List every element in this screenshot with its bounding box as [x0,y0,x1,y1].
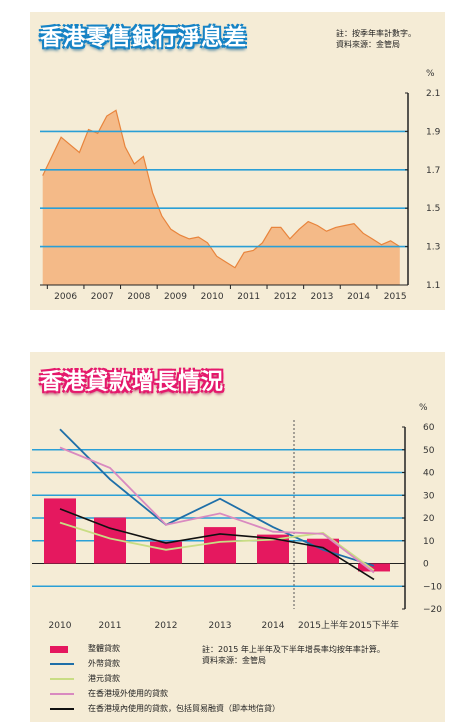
line-outside-hk [59,446,375,574]
net-interest-margin-panel: 香港零售銀行淨息差 註：按季年率計數字。 資料來源：金管局 2.1 1.9 1.7 1… [30,12,445,310]
chart2-note-line: 註：2015 年上半年及下半年增長率均按年率計算。 [202,645,385,654]
chart2-title: 香港貸款增長情況 [40,370,225,395]
x-tick-label: 2010 [201,292,224,302]
x-tick-label: 2014 [347,292,370,302]
y-tick-label: 50 [423,446,435,456]
legend-label: 在香港境外使用的貸款 [88,689,168,698]
chart1-note: 註：按季年率計數字。 資料來源：金管局 [336,28,416,50]
chart1-title: 香港零售銀行淨息差 [40,26,248,51]
x-tick-label: 2013 [310,292,333,302]
y-tick-label: 0 [423,560,429,570]
x-tick-label: 2013 [209,621,232,631]
x-tick-label: 2007 [91,292,114,302]
legend-label: 整體貸款 [88,644,120,653]
y-tick-label: 2.1 [426,89,440,99]
loan-growth-panel: 香港貸款增長情況 60 50 40 30 20 10 0 −10 −20% 2010 2011 201… [30,352,445,722]
nim-area [42,110,400,285]
line-inside-hk [59,508,375,581]
y-tick-label: 20 [423,514,435,524]
bar-total-loans [204,527,236,564]
y-tick-label: 60 [423,423,435,433]
y-tick-label: 1.3 [426,243,440,253]
y-tick-label: 1.1 [426,281,440,291]
chart2-source-line: 資料來源：金管局 [202,656,266,665]
x-tick-label: 2010 [49,621,72,631]
line-hkd [59,521,375,572]
net-interest-margin-chart: 2.1 1.9 1.7 1.5 1.3 1.1% 2006 2007 2008 2009 2010 2… [40,69,441,302]
x-tick-label: 2014 [262,621,285,631]
x-tick-label: 2012 [274,292,297,302]
x-tick-label: 2011 [99,621,122,631]
y-tick-label: 30 [423,491,435,501]
legend-label: 在香港境內使用的貸款，包括貿易融資（即本地信貸） [88,704,280,713]
legend-swatch [50,663,74,665]
y-tick-label: 10 [423,537,435,547]
chart1-source-line: 資料來源：金管局 [336,40,400,49]
chart1-note-line: 註：按季年率計數字。 [336,29,416,38]
y-unit-label: % [419,403,428,413]
legend-swatch [50,678,74,680]
x-tick-label: 2015下半年 [349,619,399,631]
nim-line [42,109,401,269]
x-tick-label: 2011 [237,292,260,302]
legend-swatch [50,708,74,710]
bar-total-loans [44,498,76,564]
y-tick-label: −20 [423,605,442,615]
x-tick-label: 2006 [54,292,77,302]
y-tick-label: −10 [423,582,442,592]
bar-total-loans [150,541,182,564]
x-tick-label: 2012 [155,621,178,631]
x-tick-label: 2008 [127,292,150,302]
y-unit-label: % [426,69,435,79]
y-tick-label: 40 [423,469,435,479]
legend-swatch [50,646,68,653]
legend-swatch [50,693,74,695]
y-tick-label: 1.5 [426,204,440,214]
x-tick-label: 2015 [384,292,407,302]
bar-total-loans [358,563,390,572]
chart2-note: 註：2015 年上半年及下半年增長率均按年率計算。 資料來源：金管局 [202,644,385,666]
x-tick-label: 2009 [164,292,187,302]
legend-label: 港元貸款 [88,674,120,683]
y-tick-label: 1.9 [426,127,441,137]
x-tick-label: 2015上半年 [298,619,348,631]
line-foreign-currency [59,428,375,567]
legend-label: 外幣貸款 [88,659,120,668]
y-tick-label: 1.7 [426,166,440,176]
